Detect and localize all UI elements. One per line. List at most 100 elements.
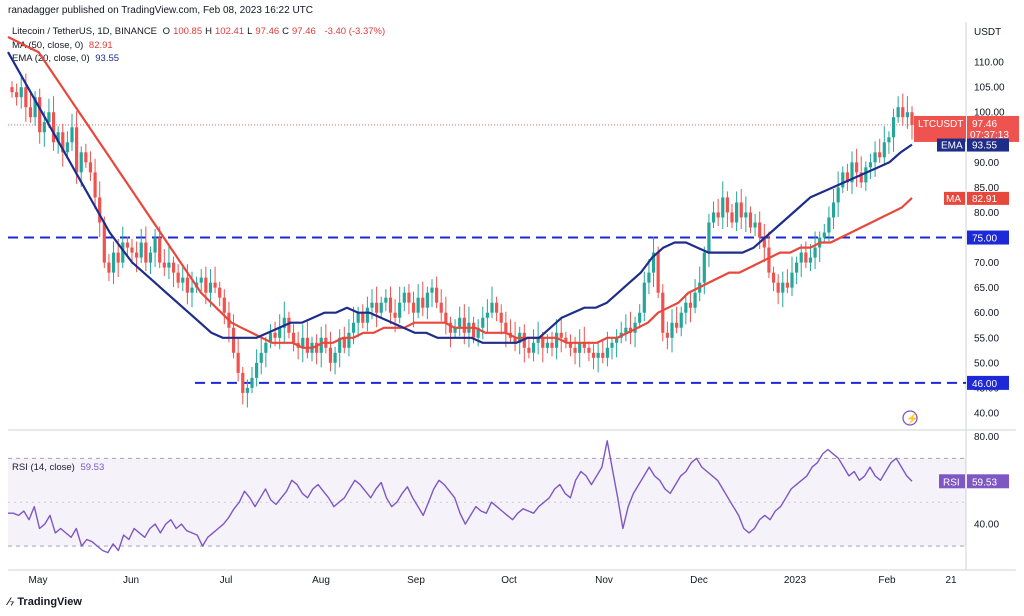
ema-tag-bg (967, 138, 1009, 152)
candle-body (19, 87, 23, 98)
candle-body (47, 112, 51, 123)
time-tick-Aug: Aug (312, 575, 330, 586)
candle-body (878, 152, 882, 158)
candle-body (647, 272, 651, 283)
candle-body (568, 342, 573, 348)
candle-body (591, 352, 596, 358)
footer-brand: TradingView (17, 596, 82, 608)
ma-label: MA (50, close, 0) (12, 40, 84, 51)
candle-body (541, 337, 545, 348)
candle-body (148, 252, 153, 263)
time-tick-Sep: Sep (407, 575, 425, 586)
candle-body (615, 337, 619, 343)
ohlc-val-C: 97.46 (292, 26, 316, 37)
candle-body (236, 352, 240, 373)
ohlc-key-H: H (205, 26, 212, 37)
candle-body (481, 317, 485, 328)
candle-body (753, 222, 757, 228)
candle-body (51, 112, 56, 143)
candle-body (384, 297, 388, 303)
candle-body (176, 272, 180, 283)
candle-body (795, 262, 799, 273)
publish-header: ranadagger published on TradingView.com,… (8, 5, 314, 16)
candle-body (430, 287, 434, 293)
candle-body (744, 212, 748, 218)
rsi-tag-bg (967, 474, 1009, 489)
candle-body (767, 247, 771, 273)
rsi-tag: 59.53 (972, 477, 997, 488)
candle-body (799, 252, 803, 263)
candle-body (675, 322, 679, 328)
ma-tag-name-bg (944, 191, 965, 205)
candle-body (684, 302, 688, 313)
ma-tag: 82.91 (972, 194, 997, 205)
candle-body (351, 322, 356, 333)
candle-body (135, 252, 139, 258)
candle-body (218, 287, 222, 298)
candle-body (536, 337, 540, 343)
flash-icon-glyph: ⚡ (906, 412, 918, 425)
candle-body (882, 142, 886, 158)
currency-label: USDT (974, 27, 1001, 38)
candle-body (702, 252, 706, 283)
ohlc-key-O: O (162, 26, 171, 37)
ma50-line (7, 36, 913, 349)
candle-body (439, 302, 443, 313)
candle-body (504, 322, 508, 333)
candle-body (808, 257, 813, 263)
candle-body (527, 347, 531, 353)
candle-body (190, 287, 194, 293)
candle-body (10, 87, 14, 93)
candle-body (531, 342, 536, 353)
candle-body (605, 347, 609, 358)
candle-body (896, 107, 900, 118)
candle-body (70, 127, 74, 143)
candle-body (435, 287, 439, 303)
candle-body (739, 202, 743, 218)
candle-body (245, 387, 249, 393)
time-tick-Nov: Nov (595, 575, 613, 586)
candle-body (282, 317, 286, 328)
candle-body (827, 217, 831, 233)
candle-body (582, 342, 586, 348)
candle-body (559, 332, 563, 338)
tradingview-footer[interactable]: ⁄₇ TradingView (8, 596, 82, 608)
candle-body (268, 332, 273, 343)
last-price-tag: 97.46 (972, 119, 997, 130)
candle-body (490, 302, 494, 313)
candle-body (790, 272, 794, 288)
candle-body (75, 127, 79, 173)
candle-body (361, 312, 365, 323)
level2-tag-bg (967, 375, 1009, 390)
candle-body (84, 152, 88, 163)
candle-body (98, 197, 102, 223)
candle-body (476, 327, 480, 338)
ohlc-val-L: 97.46 (255, 26, 280, 37)
candle-body (278, 327, 282, 338)
candle-body (859, 172, 863, 183)
candle-body (688, 302, 693, 308)
candle-body (453, 327, 457, 333)
candle-body (776, 282, 780, 293)
time-tick-Jul: Jul (220, 575, 233, 586)
candle-body (711, 212, 716, 223)
price-tick-105: 105.00 (974, 83, 1005, 94)
candle-body (679, 312, 683, 328)
candle-body (301, 337, 305, 348)
candle-body (15, 92, 19, 98)
candle-body (762, 237, 766, 248)
time-tick-Feb: Feb (878, 575, 896, 586)
candle-body (333, 352, 337, 363)
candle-body (255, 362, 259, 378)
candle-body (425, 292, 429, 308)
candle-body (485, 312, 489, 318)
candle-body (130, 247, 134, 253)
ema-label: EMA (20, close, 0) (12, 53, 90, 64)
candle-body (633, 322, 637, 333)
candle-body (328, 347, 333, 363)
candle-body (855, 162, 859, 173)
candle-body (24, 87, 28, 108)
candle-body (499, 312, 503, 323)
candle-body (162, 262, 166, 268)
